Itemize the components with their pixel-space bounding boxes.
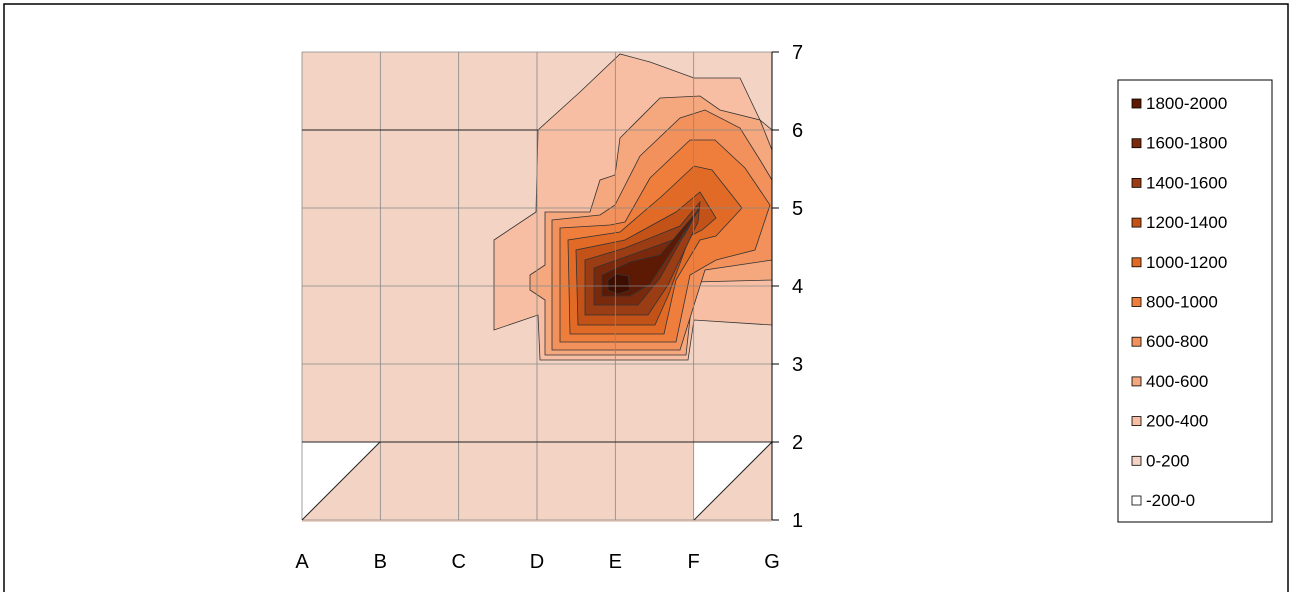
legend-label-6: 600-800 <box>1146 332 1208 351</box>
y-tick-label-4: 4 <box>792 276 803 298</box>
y-axis: 1 2 3 4 5 6 7 <box>771 42 803 532</box>
legend-swatch-6 <box>1131 336 1142 347</box>
x-tick-label-C: C <box>451 551 465 573</box>
y-tick-label-7: 7 <box>792 42 803 64</box>
x-tick-label-F: F <box>688 551 700 573</box>
legend-swatch-8 <box>1131 416 1142 427</box>
legend-label-2: 1400-1600 <box>1146 173 1227 192</box>
x-tick-label-D: D <box>530 551 544 573</box>
legend-label-4: 1000-1200 <box>1146 253 1227 272</box>
contour-diag-right <box>693 441 773 521</box>
x-tick-label-B: B <box>374 551 387 573</box>
plot-area <box>301 51 773 522</box>
legend-label-3: 1200-1400 <box>1146 213 1227 232</box>
y-tick-label-1: 1 <box>792 510 803 532</box>
legend-label-9: 0-200 <box>1146 451 1189 470</box>
y-tick-label-3: 3 <box>792 354 803 376</box>
legend-swatch-2 <box>1131 177 1142 188</box>
band-1800-2000-outer <box>601 207 701 297</box>
legend-label-8: 200-400 <box>1146 412 1208 431</box>
legend-swatch-4 <box>1131 257 1142 268</box>
band-peak <box>607 273 631 295</box>
y-tick-label-2: 2 <box>792 432 803 454</box>
legend-label-5: 800-1000 <box>1146 293 1218 312</box>
legend-box <box>1117 79 1273 523</box>
legend-swatch-10 <box>1131 495 1142 506</box>
y-tick-label-5: 5 <box>792 198 803 220</box>
legend: 1800-2000 1600-1800 1400-1600 1200-1400 1000… <box>1117 79 1273 523</box>
legend-swatch-7 <box>1131 376 1142 387</box>
x-tick-label-E: E <box>609 551 622 573</box>
y-tick-label-6: 6 <box>792 120 803 142</box>
legend-swatch-1 <box>1131 138 1142 149</box>
legend-swatch-3 <box>1131 217 1142 228</box>
legend-swatch-0 <box>1131 98 1142 109</box>
gridlines <box>301 51 773 521</box>
x-tick-label-G: G <box>764 551 780 573</box>
x-tick-label-A: A <box>295 551 309 573</box>
legend-swatch-5 <box>1131 297 1142 307</box>
x-axis: A B C D E F G <box>295 551 779 573</box>
legend-label-0: 1800-2000 <box>1146 94 1227 113</box>
legend-label-7: 400-600 <box>1146 372 1208 391</box>
legend-swatch-9 <box>1131 455 1142 466</box>
contour-diag-left <box>301 441 381 521</box>
legend-label-10: -200-0 <box>1146 491 1195 510</box>
legend-label-1: 1600-1800 <box>1146 134 1227 153</box>
